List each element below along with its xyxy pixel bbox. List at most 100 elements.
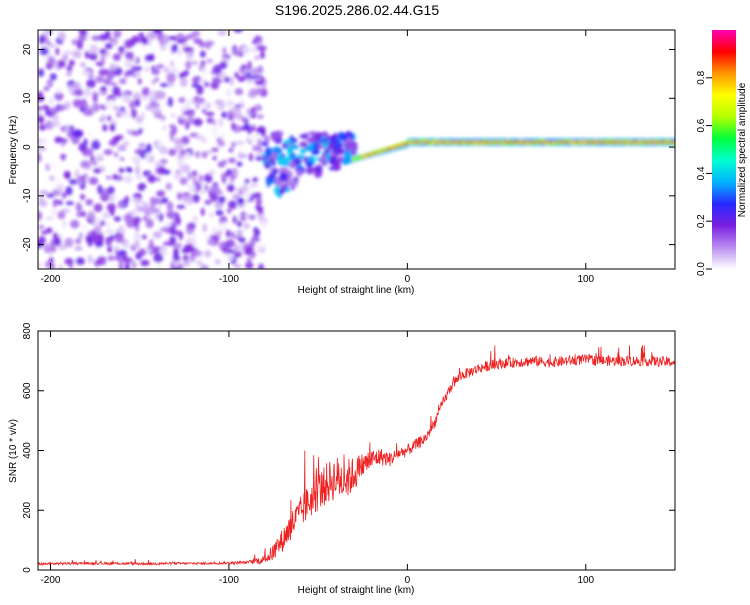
y-tick-label: 800 [22, 322, 33, 339]
heatmap-cell [173, 230, 182, 236]
heatmap-cell [93, 168, 102, 174]
heatmap-cell [112, 245, 121, 250]
colorbar-label: Normalized spectral amplitude [737, 82, 748, 217]
heatmap-cell [166, 72, 176, 83]
heatmap-cell [205, 234, 211, 239]
heatmap-cell [176, 217, 181, 226]
heatmap-cell [293, 157, 302, 166]
heatmap-cell [291, 144, 300, 150]
heatmap-cell [106, 71, 115, 80]
heatmap-cell [251, 67, 259, 76]
heatmap-cell [440, 140, 446, 144]
heatmap-cell [202, 136, 207, 144]
heatmap-cell [189, 253, 196, 262]
heatmap-cell [113, 135, 121, 142]
heatmap-cell [235, 140, 245, 146]
heatmap-cell [159, 115, 166, 121]
heatmap-cell [226, 184, 236, 192]
heatmap-cell [108, 139, 118, 147]
heatmap-cell [187, 184, 197, 192]
x-tick-label: -100 [219, 575, 239, 586]
heatmap-cell [85, 40, 91, 51]
heatmap-cell [256, 125, 266, 135]
heatmap-cell [192, 193, 200, 203]
heatmap-cell [140, 111, 145, 122]
heatmap-cell [132, 66, 143, 71]
heatmap-cell [177, 157, 185, 167]
heatmap-cell [49, 73, 57, 81]
heatmap-cell [61, 138, 69, 144]
heatmap-cell [186, 49, 194, 60]
heatmap-cell [590, 140, 596, 144]
heatmap-cell [75, 169, 80, 177]
heatmap-cell [57, 264, 64, 269]
heatmap-cell [141, 87, 150, 97]
heatmap-cell [78, 232, 84, 239]
heatmap-cell [310, 155, 316, 163]
heatmap-cell [86, 78, 96, 89]
heatmap-cell [225, 139, 232, 147]
heatmap-cell [146, 247, 152, 254]
heatmap-cell [220, 132, 225, 141]
heatmap-cell [201, 67, 207, 76]
heatmap-cell [488, 140, 494, 144]
heatmap-cell [337, 142, 342, 148]
heatmap-cell [266, 178, 271, 188]
heatmap-cell [130, 108, 138, 119]
heatmap-cell [313, 142, 319, 151]
heatmap-cell [520, 140, 526, 144]
heatmap-cell [51, 120, 61, 128]
heatmap-cell [413, 140, 419, 144]
heatmap-cell [85, 198, 94, 206]
heatmap-cell [261, 84, 267, 89]
heatmap-cell [79, 62, 86, 68]
heatmap-cell [50, 107, 58, 116]
heatmap-cell [44, 120, 54, 130]
heatmap-cell [149, 196, 156, 203]
heatmap-cell [148, 238, 154, 249]
heatmap-cell [236, 161, 243, 167]
heatmap-cell [145, 143, 152, 154]
heatmap-cell [102, 124, 108, 132]
heatmap-cell [168, 148, 177, 156]
heatmap-cell [204, 173, 213, 183]
heatmap-cell [154, 161, 164, 167]
heatmap-cell [192, 76, 200, 84]
heatmap-cell [234, 88, 244, 96]
heatmap-xlabel: Height of straight line (km) [298, 285, 415, 296]
heatmap-cell [143, 46, 148, 52]
heatmap-cell [58, 31, 67, 42]
heatmap-cell [198, 174, 204, 183]
heatmap-cell [285, 187, 291, 193]
heatmap-cell [76, 211, 83, 217]
heatmap-cell [161, 125, 167, 131]
heatmap-cell [122, 93, 131, 103]
heatmap-cell [665, 140, 671, 144]
heatmap-cell [638, 140, 644, 144]
heatmap-cell [40, 230, 48, 235]
heatmap-cell [213, 103, 221, 109]
colorbar-tick-label: 0.8 [696, 70, 707, 84]
x-tick-label: 0 [405, 274, 411, 285]
heatmap-cell [45, 163, 50, 171]
heatmap-cell [134, 98, 141, 107]
snr-series-line [38, 344, 675, 567]
heatmap-cell [206, 42, 211, 50]
heatmap-cell [191, 60, 198, 65]
heatmap-cell [172, 125, 178, 135]
heatmap-cell [68, 84, 74, 94]
heatmap-cell [106, 202, 116, 213]
heatmap-cell [118, 46, 125, 53]
heatmap-cell [159, 145, 169, 155]
heatmap-cell [173, 242, 183, 250]
y-tick-label: 200 [22, 501, 33, 518]
heatmap-cell [222, 46, 227, 55]
heatmap-cell [456, 140, 462, 144]
heatmap-cell [38, 110, 42, 117]
heatmap-cell [124, 59, 132, 68]
heatmap-cell [196, 84, 204, 95]
heatmap-cell [39, 47, 49, 56]
heatmap-cell [99, 86, 108, 91]
heatmap-cell [244, 178, 250, 184]
heatmap-cell [159, 82, 169, 88]
